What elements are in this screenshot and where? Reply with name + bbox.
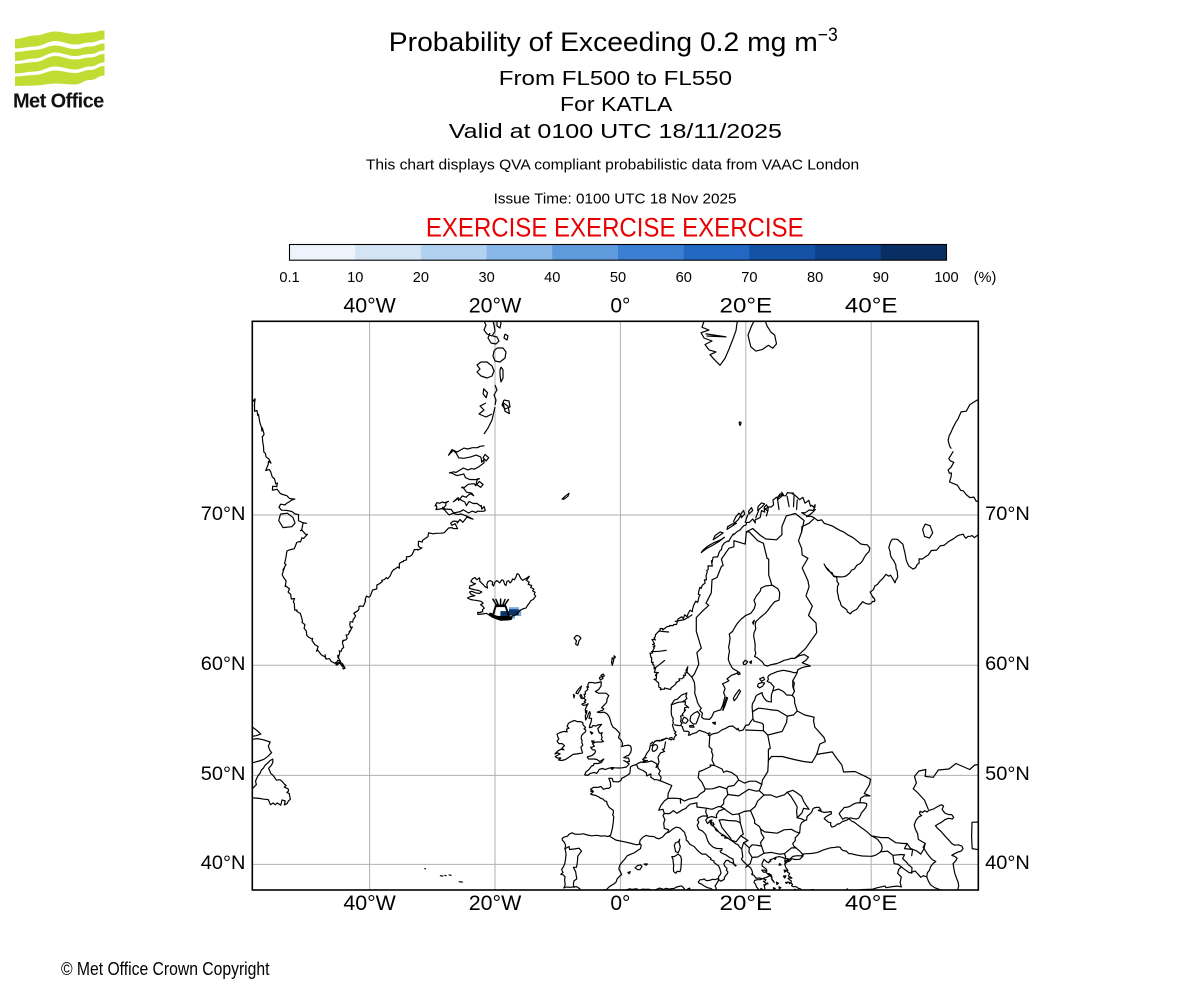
svg-text:10: 10 xyxy=(347,270,363,286)
svg-text:70: 70 xyxy=(741,270,757,286)
svg-text:20°W: 20°W xyxy=(469,892,522,915)
svg-text:40°N: 40°N xyxy=(201,852,246,874)
svg-text:20: 20 xyxy=(413,270,429,286)
svg-text:40°E: 40°E xyxy=(845,892,898,915)
svg-text:60: 60 xyxy=(676,270,692,286)
svg-text:Probability of Exceeding 0.2 m: Probability of Exceeding 0.2 mg m−3 xyxy=(389,25,838,57)
svg-text:80: 80 xyxy=(807,270,823,286)
svg-text:70°N: 70°N xyxy=(985,503,1030,525)
svg-text:40°W: 40°W xyxy=(343,294,396,317)
svg-text:30: 30 xyxy=(478,270,494,286)
svg-text:For KATLA: For KATLA xyxy=(560,93,673,116)
svg-text:60°N: 60°N xyxy=(985,653,1030,675)
svg-text:Valid at 0100 UTC 18/11/2025: Valid at 0100 UTC 18/11/2025 xyxy=(449,120,782,143)
svg-text:This chart displays QVA compli: This chart displays QVA compliant probab… xyxy=(366,157,859,173)
svg-text:From FL500 to FL550: From FL500 to FL550 xyxy=(499,67,732,90)
svg-text:© Met Office Crown Copyright: © Met Office Crown Copyright xyxy=(61,959,270,979)
svg-text:20°E: 20°E xyxy=(720,892,773,915)
svg-text:50°N: 50°N xyxy=(201,763,246,785)
svg-text:50°N: 50°N xyxy=(985,763,1030,785)
svg-text:0°: 0° xyxy=(610,892,630,915)
svg-text:50: 50 xyxy=(610,270,626,286)
svg-text:70°N: 70°N xyxy=(201,503,246,525)
svg-text:(%): (%) xyxy=(974,270,997,286)
svg-text:40°W: 40°W xyxy=(343,892,396,915)
svg-text:0°: 0° xyxy=(610,294,630,317)
svg-text:Met Office: Met Office xyxy=(13,91,104,113)
svg-text:60°N: 60°N xyxy=(201,653,246,675)
svg-text:EXERCISE EXERCISE EXERCISE: EXERCISE EXERCISE EXERCISE xyxy=(426,213,804,243)
svg-text:40°N: 40°N xyxy=(985,852,1030,874)
svg-text:0.1: 0.1 xyxy=(279,270,299,286)
svg-text:40: 40 xyxy=(544,270,560,286)
svg-text:20°W: 20°W xyxy=(469,294,522,317)
svg-text:40°E: 40°E xyxy=(845,294,898,317)
svg-text:100: 100 xyxy=(934,270,958,286)
svg-text:Issue Time: 0100 UTC 18 Nov 20: Issue Time: 0100 UTC 18 Nov 2025 xyxy=(494,191,737,207)
svg-text:90: 90 xyxy=(873,270,889,286)
svg-text:20°E: 20°E xyxy=(720,294,773,317)
